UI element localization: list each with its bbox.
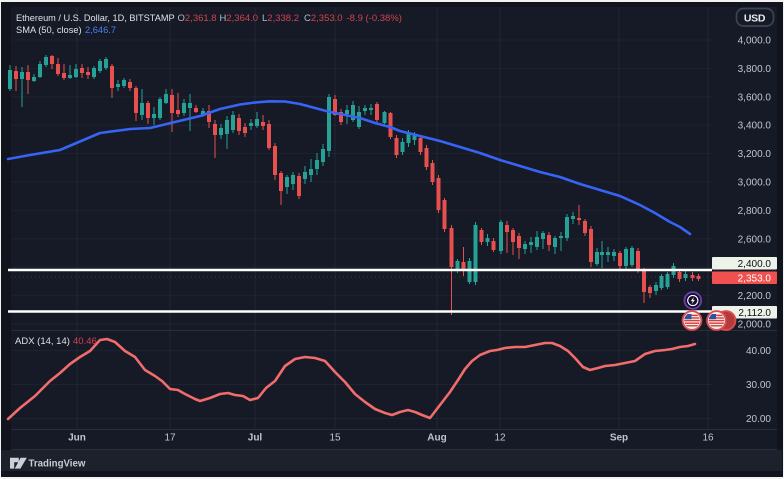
- svg-text:Ethereum / U.S. Dollar, 1D, BI: Ethereum / U.S. Dollar, 1D, BITSTAMP: [16, 13, 175, 23]
- svg-text:2,200.0: 2,200.0: [738, 291, 772, 302]
- svg-text:17: 17: [164, 433, 176, 444]
- svg-text:12: 12: [494, 433, 506, 444]
- svg-text:SMA (50, close)2,646.7: SMA (50, close) 2,646.7: [16, 25, 116, 35]
- svg-text:3,600.0: 3,600.0: [738, 92, 772, 103]
- svg-text:3,200.0: 3,200.0: [738, 149, 772, 160]
- svg-text:Jun: Jun: [68, 433, 86, 444]
- svg-text:2,800.0: 2,800.0: [738, 206, 772, 217]
- svg-text:TradingView: TradingView: [29, 458, 86, 469]
- svg-text:Jul: Jul: [248, 433, 263, 444]
- svg-text:2,400.0: 2,400.0: [738, 259, 772, 270]
- svg-text:3,800.0: 3,800.0: [738, 64, 772, 75]
- svg-text:2,353.0: 2,353.0: [738, 273, 772, 284]
- svg-text:2,600.0: 2,600.0: [738, 234, 772, 245]
- svg-text:4,000.0: 4,000.0: [738, 36, 772, 47]
- svg-text:40.00: 40.00: [746, 346, 771, 357]
- svg-text:30.00: 30.00: [746, 380, 771, 391]
- svg-text:ADX (14, 14)40.46: ADX (14, 14) 40.46: [15, 336, 97, 347]
- svg-text:3,400.0: 3,400.0: [738, 121, 772, 132]
- svg-text:USD: USD: [744, 12, 766, 24]
- svg-text:2,112.0: 2,112.0: [738, 308, 771, 319]
- svg-text:20.00: 20.00: [746, 414, 771, 425]
- svg-text:O2,361.8H2,364.0L2,338.2C2,353: O2,361.8 H2,364.0 L2,338.2 C2,353.0 -8.9 (-0…: [178, 13, 402, 24]
- svg-text:3,000.0: 3,000.0: [738, 178, 772, 189]
- svg-text:16: 16: [702, 433, 714, 444]
- svg-text:Sep: Sep: [610, 433, 628, 444]
- svg-text:Aug: Aug: [427, 433, 446, 444]
- svg-text:2,000.0: 2,000.0: [738, 320, 772, 331]
- svg-text:15: 15: [329, 433, 341, 444]
